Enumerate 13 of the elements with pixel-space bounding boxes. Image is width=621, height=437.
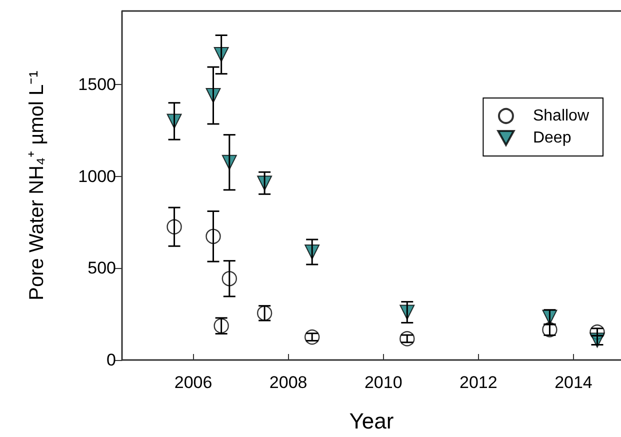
legend-label: Shallow xyxy=(532,108,590,124)
legend-label: Deep xyxy=(532,130,572,146)
x-tick-label: 2006 xyxy=(174,373,212,392)
x-tick-label: 2012 xyxy=(460,373,498,392)
x-axis-title: Year xyxy=(349,408,394,434)
y-tick-label: 1000 xyxy=(78,166,116,186)
y-tick-label: 500 xyxy=(88,258,116,278)
x-tick-label: 2010 xyxy=(364,373,402,392)
x-tick-label: 2014 xyxy=(554,373,592,392)
y-tick-label: 1500 xyxy=(78,74,116,94)
y-axis-title: Pore Water NH₄⁺ µmol L⁻¹ xyxy=(26,70,48,300)
y-tick-label: 0 xyxy=(106,350,116,370)
x-tick-label: 2008 xyxy=(269,373,308,392)
